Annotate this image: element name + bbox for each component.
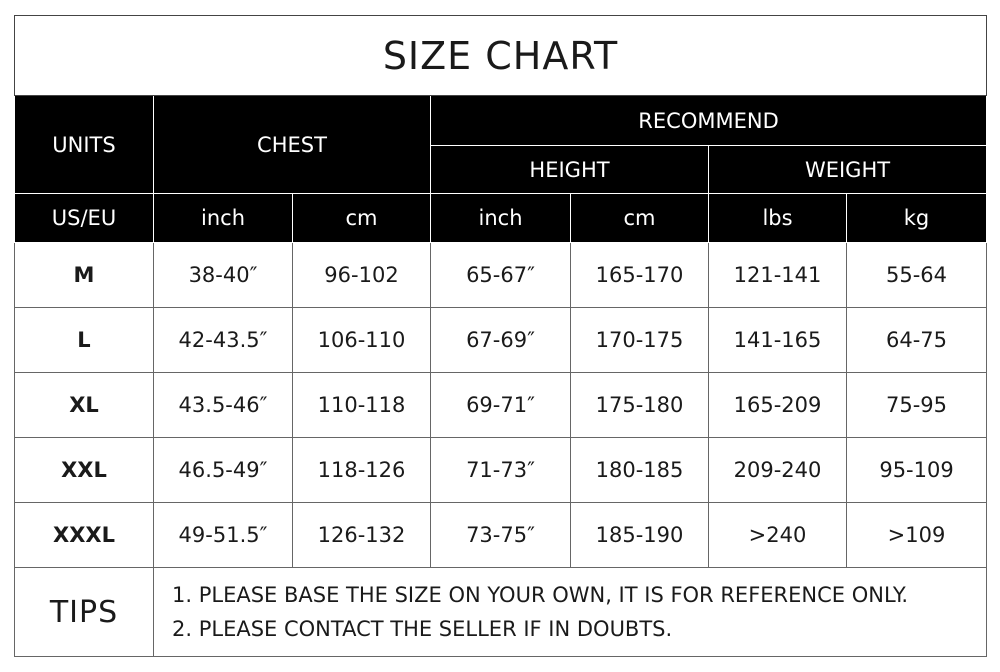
table-cell: 69-71″ <box>430 372 571 438</box>
table-cell: 75-95 <box>845 372 988 438</box>
subheader-cell: lbs <box>708 193 847 243</box>
table-row: XL 43.5-46″ 110-118 69-71″ 175-180 165-209 75-… <box>14 372 988 438</box>
table-cell: 126-132 <box>292 502 431 568</box>
table-cell: 73-75″ <box>430 502 571 568</box>
table-cell: 165-170 <box>570 242 709 308</box>
size-label: M <box>14 242 154 308</box>
table-cell: 71-73″ <box>430 437 571 503</box>
table-cell: 64-75 <box>845 307 988 373</box>
table-cell: 49-51.5″ <box>153 502 293 568</box>
subheader-cell: US/EU <box>14 193 154 243</box>
table-cell: 118-126 <box>292 437 431 503</box>
size-label: XL <box>14 372 154 438</box>
table-cell: 175-180 <box>570 372 709 438</box>
subheader-cell: inch <box>430 193 571 243</box>
table-cell: 185-190 <box>570 502 709 568</box>
table-row: XXL 46.5-49″ 118-126 71-73″ 180-185 209-240 95… <box>14 437 988 503</box>
table-cell: 38-40″ <box>153 242 293 308</box>
table-cell: >240 <box>708 502 847 568</box>
table-cell: 170-175 <box>570 307 709 373</box>
table-row: XXXL 49-51.5″ 126-132 73-75″ 185-190 >240 >109 <box>14 502 988 568</box>
size-label: L <box>14 307 154 373</box>
tips-label: TIPS <box>14 567 154 657</box>
tip-line: 2. PLEASE CONTACT THE SELLER IF IN DOUBT… <box>172 617 673 641</box>
table-cell: 165-209 <box>708 372 847 438</box>
table-cell: 209-240 <box>708 437 847 503</box>
subheader-cell: cm <box>292 193 431 243</box>
size-chart-table: SIZE CHART UNITS CHEST RECOMMEND HEIGHT … <box>13 15 988 657</box>
subheader-cell: inch <box>153 193 293 243</box>
table-cell: 141-165 <box>708 307 847 373</box>
chart-title: SIZE CHART <box>13 15 988 96</box>
header-chest: CHEST <box>153 95 431 194</box>
table-cell: >109 <box>845 502 988 568</box>
header-weight: WEIGHT <box>707 145 988 194</box>
table-cell: 67-69″ <box>430 307 571 373</box>
table-cell: 55-64 <box>845 242 988 308</box>
table-cell: 121-141 <box>708 242 847 308</box>
header-height: HEIGHT <box>430 145 709 194</box>
table-row: L 42-43.5″ 106-110 67-69″ 170-175 141-165 64-7… <box>14 307 988 373</box>
size-label: XXL <box>14 437 154 503</box>
tip-line: 1. PLEASE BASE THE SIZE ON YOUR OWN, IT … <box>172 583 909 607</box>
table-cell: 65-67″ <box>430 242 571 308</box>
table-cell: 95-109 <box>845 437 988 503</box>
table-row: M 38-40″ 96-102 65-67″ 165-170 121-141 55-64 <box>14 242 988 308</box>
table-cell: 46.5-49″ <box>153 437 293 503</box>
subheader-cell: cm <box>570 193 709 243</box>
tips-text: 1. PLEASE BASE THE SIZE ON YOUR OWN, IT … <box>152 567 988 657</box>
table-cell: 96-102 <box>292 242 431 308</box>
table-cell: 43.5-46″ <box>153 372 293 438</box>
header-recommend: RECOMMEND <box>429 95 988 146</box>
table-cell: 106-110 <box>292 307 431 373</box>
table-cell: 180-185 <box>570 437 709 503</box>
table-cell: 42-43.5″ <box>153 307 293 373</box>
size-label: XXXL <box>14 502 154 568</box>
subheader-cell: kg <box>845 193 988 243</box>
header-units: UNITS <box>14 95 154 194</box>
table-cell: 110-118 <box>292 372 431 438</box>
